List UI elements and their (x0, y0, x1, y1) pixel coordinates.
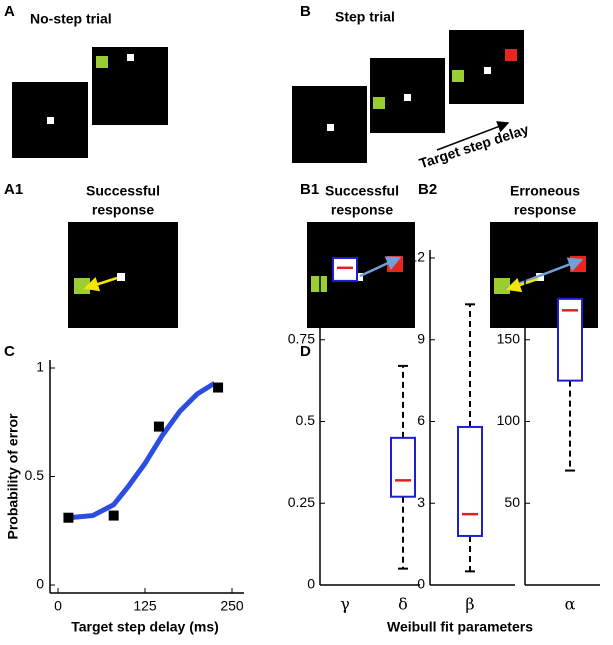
box (557, 297, 583, 382)
y-tick-label: 200 (497, 249, 521, 265)
panel-title: response (331, 202, 393, 218)
y-tick-label: 100 (497, 412, 521, 428)
panel-title: Successful (325, 183, 399, 199)
y-tick-label: 50 (504, 494, 520, 510)
y-tick-label: 3 (417, 494, 425, 510)
y-tick-label: 150 (497, 330, 521, 346)
panel-title: Erroneous (510, 183, 580, 199)
y-tick-label: 0 (36, 576, 44, 592)
y-tick-label: 9 (417, 330, 425, 346)
x-tick-label: α (565, 595, 576, 614)
data-point (153, 421, 164, 432)
panel-label: B (300, 3, 311, 20)
x-tick-label: 0 (54, 598, 62, 614)
screen-diagram (307, 222, 415, 328)
panel-label: A1 (4, 181, 23, 198)
y-tick-label: 0 (307, 576, 315, 592)
panel-title: response (514, 202, 576, 218)
y-tick-label: 0.75 (288, 330, 315, 346)
panel-label: D (300, 343, 311, 360)
panel-label: B1 (300, 181, 319, 198)
y-tick-label: 0.5 (25, 467, 45, 483)
x-tick-label: δ (398, 595, 408, 614)
y-tick-label: 1 (36, 359, 44, 375)
data-point (108, 510, 119, 521)
x-axis-label: Weibull fit parameters (387, 619, 533, 635)
panel-title: Successful (86, 183, 160, 199)
panel-title: Step trial (335, 9, 395, 25)
panel-title: No-step trial (30, 11, 112, 27)
box (332, 257, 358, 282)
y-tick-label: 12 (409, 249, 425, 265)
y-tick-label: 0.5 (296, 412, 316, 428)
panel-label: C (4, 343, 15, 360)
y-tick-label: 0 (417, 576, 425, 592)
x-tick-label: β (465, 595, 474, 614)
data-point (213, 382, 224, 393)
box (390, 436, 416, 498)
data-point (63, 512, 74, 523)
panel-label: B2 (418, 181, 437, 198)
y-tick-label: 0.25 (288, 494, 315, 510)
fit-curve (68, 381, 216, 521)
x-axis-label: Target step delay (ms) (71, 619, 219, 635)
y-axis-label: Probability of error (5, 413, 21, 540)
box (457, 425, 483, 537)
screen-diagram (292, 30, 524, 163)
y-tick-label: 6 (417, 412, 425, 428)
y-tick-label: 1 (307, 249, 315, 265)
x-tick-label: γ (340, 595, 350, 614)
panel-title: response (92, 202, 154, 218)
screen-diagram (68, 222, 178, 328)
x-tick-label: 250 (220, 598, 244, 614)
panel-label: A (4, 3, 15, 20)
x-tick-label: 125 (133, 598, 157, 614)
screen-diagram (12, 47, 168, 158)
